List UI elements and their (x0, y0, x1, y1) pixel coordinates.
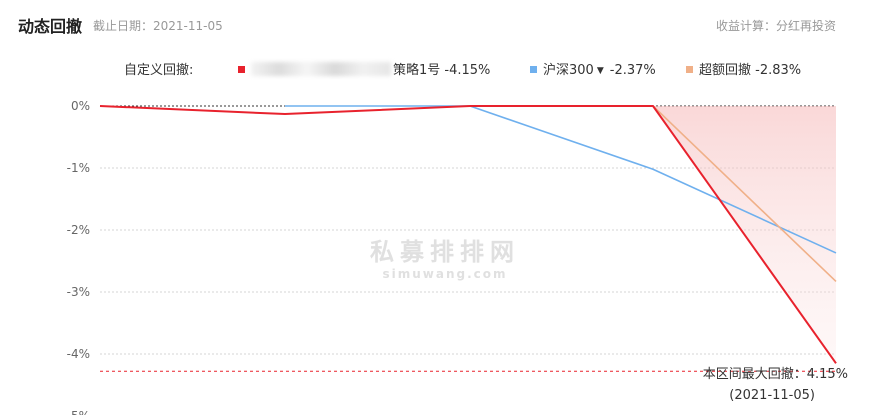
watermark-en: simuwang.com (382, 267, 508, 281)
legend-item-hs300[interactable]: 沪深300 ▼ -2.37% (530, 59, 656, 78)
legend-swatch-excess (686, 66, 693, 73)
chart-title: 动态回撤 (18, 17, 83, 36)
legend-excess-name: 超额回撤 (699, 63, 752, 78)
series-line-hs300 (285, 105, 837, 254)
cutoff-date-label: 截止日期： (93, 19, 154, 33)
legend-swatch-fund (238, 66, 245, 73)
series-line-excess (652, 105, 837, 283)
return-calc-label: 收益计算： (715, 19, 776, 33)
legend-swatch-hs300 (530, 66, 537, 73)
cutoff-date-value: 2021-11-05 (153, 19, 223, 33)
chart-legend: 自定义回撤: 策略1号 -4.15% 沪深300 ▼ -2.37% 超额回撤 -2.… (0, 57, 878, 78)
y-tick-label: -1% (67, 161, 90, 175)
series-line-fund (99, 105, 837, 364)
y-tick-label: -3% (67, 285, 90, 299)
y-tick-label: -4% (67, 347, 90, 361)
return-calc: 收益计算：分红再投资 (716, 17, 836, 34)
legend-label: 自定义回撤: (124, 63, 194, 78)
legend-excess-value: -2.83% (755, 63, 802, 78)
watermark: 私募排排网 simuwang.com (370, 232, 520, 281)
max-drawdown-date: (2021-11-05) (729, 388, 815, 403)
legend-fund-value: -4.15% (444, 63, 491, 78)
legend-item-fund[interactable]: 策略1号 -4.15% (238, 59, 490, 78)
redacted-fund-name (251, 62, 391, 76)
watermark-cn: 私募排排网 (370, 238, 520, 266)
return-calc-value[interactable]: 分红再投资 (775, 19, 836, 33)
dropdown-caret-icon[interactable]: ▼ (596, 66, 604, 76)
legend-item-excess[interactable]: 超额回撤 -2.83% (686, 59, 801, 78)
max-drawdown-annotation: 本区间最大回撤：4.15% (703, 366, 848, 382)
y-tick-label: -5% (67, 409, 90, 415)
y-tick-label: 0% (71, 99, 90, 113)
chart-header: 动态回撤 截止日期：2021-11-05 收益计算：分红再投资 (0, 0, 878, 50)
legend-hs300-name: 沪深300 (543, 63, 594, 78)
legend-fund-name: 策略1号 (393, 63, 441, 78)
y-tick-label: -2% (67, 223, 90, 237)
cutoff-date: 截止日期：2021-11-05 (93, 17, 223, 34)
legend-hs300-value: -2.37% (609, 63, 656, 78)
